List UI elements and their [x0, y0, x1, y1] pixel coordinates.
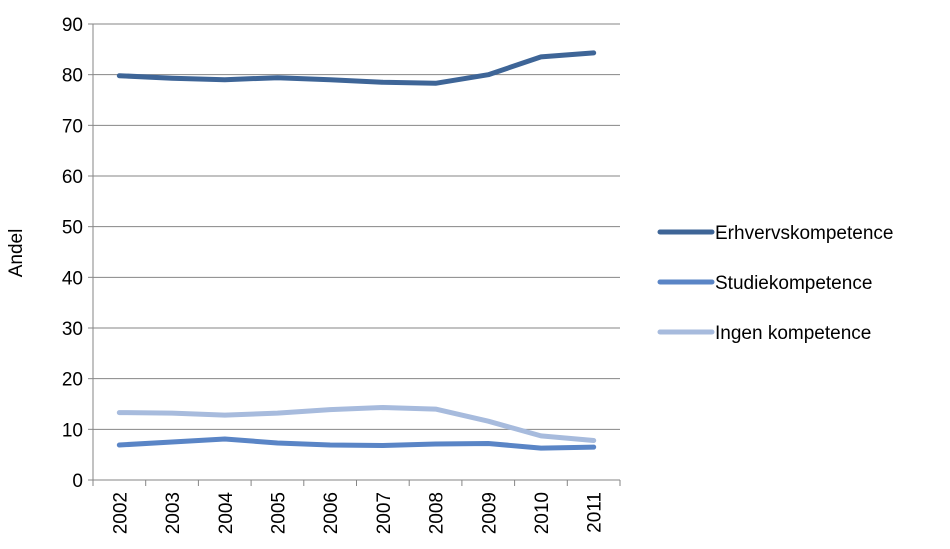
y-tick-label: 30	[62, 319, 83, 340]
x-tick-label: 2003	[163, 492, 184, 534]
axes	[88, 23, 621, 486]
y-tick-label: 80	[62, 66, 83, 87]
series-line-1	[116, 50, 597, 86]
x-tick-label: 2009	[479, 492, 500, 534]
x-tick-label: 2011	[585, 492, 606, 533]
x-axis-tick-labels: 2002 2003 2004 2005 2006 2007 2008 2009 2010 2011	[110, 492, 605, 535]
y-axis-title: Andel	[6, 229, 27, 278]
legend-label-2: Studiekompetence	[715, 273, 872, 294]
series-line-2	[116, 436, 597, 451]
y-axis-tick-labels: 0 10 20 30 40 50 60 70 80 90	[62, 15, 83, 492]
x-tick-label: 2008	[427, 492, 448, 534]
y-tick-label: 60	[62, 167, 83, 188]
x-tick-label: 2007	[374, 492, 395, 534]
x-tick-label: 2010	[532, 492, 553, 534]
x-tick-label: 2004	[216, 492, 237, 535]
y-tick-label: 20	[62, 370, 83, 391]
series-line-3	[116, 405, 597, 443]
y-tick-label: 10	[62, 420, 83, 441]
series-lines	[116, 50, 597, 451]
legend-label-1: Erhvervskompetence	[715, 223, 893, 244]
x-tick-label: 2005	[268, 492, 289, 534]
y-tick-label: 70	[62, 116, 83, 137]
y-tick-label: 40	[62, 268, 83, 289]
y-tick-label: 0	[72, 471, 83, 492]
gridlines	[93, 23, 620, 430]
x-tick-label: 2006	[321, 492, 342, 534]
y-tick-label: 50	[62, 218, 83, 239]
legend-label-3: Ingen kompetence	[715, 323, 871, 344]
y-tick-label: 90	[62, 15, 83, 36]
legend: Erhvervskompetence Studiekompetence Ingen …	[657, 223, 893, 344]
x-tick-label: 2002	[110, 492, 131, 534]
